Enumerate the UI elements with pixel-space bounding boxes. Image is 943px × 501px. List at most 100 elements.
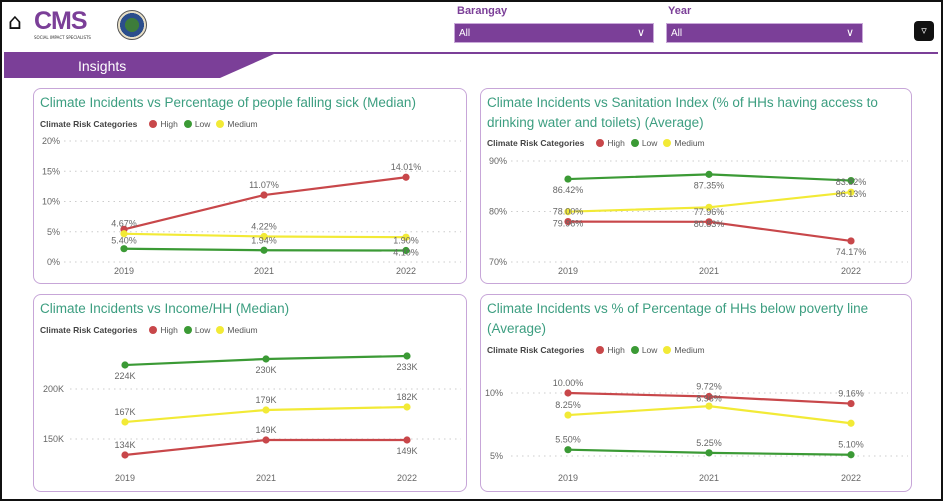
legend-title: Climate Risk Categories	[487, 345, 585, 355]
data-point-medium[interactable]	[403, 403, 411, 411]
data-label: 1.90%	[393, 236, 419, 246]
legend-marker-medium	[216, 326, 225, 334]
chart-panel-poverty: Climate Incidents vs % of Percentage of …	[480, 294, 912, 492]
data-point-low[interactable]	[705, 170, 713, 178]
data-point-medium[interactable]	[564, 208, 572, 216]
legend-marker-high	[596, 139, 605, 147]
legend-marker-medium	[216, 120, 225, 128]
data-point-low[interactable]	[564, 175, 572, 183]
data-point-low[interactable]	[403, 352, 411, 360]
legend-title: Climate Risk Categories	[487, 138, 585, 148]
legend-item-medium[interactable]: Medium	[674, 345, 705, 355]
data-point-medium[interactable]	[564, 411, 572, 419]
data-point-medium[interactable]	[402, 233, 410, 241]
legend-marker-high	[149, 120, 158, 128]
x-tick-label: 2021	[699, 473, 719, 483]
data-point-low[interactable]	[847, 176, 855, 185]
data-point-medium[interactable]	[705, 402, 713, 410]
data-label: 149K	[396, 446, 417, 456]
y-tick-label: 10%	[485, 388, 503, 398]
data-label: 80.83%	[694, 219, 725, 229]
data-label: 179K	[255, 395, 276, 405]
data-label: 4.10%	[393, 248, 419, 258]
data-point-medium[interactable]	[260, 232, 268, 241]
data-label: 86.42%	[553, 185, 584, 195]
data-label: 149K	[255, 425, 276, 435]
data-point-high[interactable]	[705, 218, 713, 226]
barangay-dropdown[interactable]: All ∨	[454, 23, 654, 43]
data-point-medium[interactable]	[121, 418, 129, 426]
legend-item-high[interactable]: High	[607, 138, 625, 148]
legend-item-medium[interactable]: Medium	[227, 325, 258, 335]
data-point-low[interactable]	[402, 246, 410, 255]
y-tick-label: 5%	[47, 227, 60, 237]
data-point-high[interactable]	[262, 436, 270, 444]
legend-item-high[interactable]: High	[607, 345, 625, 355]
data-point-high[interactable]	[260, 191, 268, 199]
year-dropdown[interactable]: All ∨	[666, 23, 863, 43]
chart-legend: Climate Risk Categories High Low Medium	[40, 325, 258, 335]
legend-item-low[interactable]: Low	[641, 345, 658, 355]
chart-legend: Climate Risk Categories High Low Medium	[40, 119, 258, 129]
data-point-low[interactable]	[705, 449, 713, 457]
x-tick-label: 2021	[256, 473, 276, 483]
legend-marker-low	[183, 120, 192, 128]
data-label: 224K	[114, 371, 135, 381]
data-point-high[interactable]	[564, 218, 572, 226]
data-point-low[interactable]	[262, 355, 270, 363]
data-label: 9.72%	[696, 382, 722, 392]
data-point-low[interactable]	[260, 246, 268, 254]
filter-icon[interactable]: ▿	[914, 21, 934, 41]
legend-marker-high	[596, 346, 605, 354]
data-point-medium[interactable]	[120, 230, 128, 238]
data-point-medium[interactable]	[705, 203, 713, 211]
data-point-high[interactable]	[121, 451, 129, 459]
data-point-medium[interactable]	[262, 406, 270, 414]
data-label: 167K	[114, 407, 135, 417]
data-point-high[interactable]	[564, 389, 572, 397]
data-point-high[interactable]	[705, 392, 713, 401]
data-point-low[interactable]	[847, 451, 855, 459]
data-point-low[interactable]	[564, 446, 572, 454]
legend-title: Climate Risk Categories	[40, 325, 138, 335]
data-point-high[interactable]	[402, 173, 410, 181]
data-label: 77.96%	[694, 207, 725, 217]
legend-marker-medium	[663, 346, 672, 354]
data-point-low[interactable]	[121, 361, 129, 369]
x-tick-label: 2021	[254, 266, 274, 276]
legend-marker-medium	[663, 139, 672, 147]
y-tick-label: 15%	[42, 166, 60, 176]
data-point-medium[interactable]	[847, 188, 855, 196]
legend-item-low[interactable]: Low	[194, 325, 211, 335]
data-point-low[interactable]	[120, 245, 128, 253]
data-label: 182K	[396, 392, 417, 402]
legend-marker-low	[630, 346, 639, 354]
data-point-high[interactable]	[403, 436, 411, 444]
barangay-value: All	[459, 28, 471, 39]
y-tick-label: 90%	[489, 156, 507, 166]
data-label: 4.22%	[251, 221, 277, 231]
legend-item-high[interactable]: High	[160, 119, 178, 129]
municipal-seal-logo	[117, 10, 147, 40]
data-point-medium[interactable]	[847, 419, 855, 427]
data-label: 11.07%	[249, 180, 279, 190]
tab-insights-label: Insights	[78, 58, 127, 74]
x-tick-label: 2019	[558, 473, 578, 483]
legend-item-low[interactable]: Low	[194, 119, 211, 129]
legend-item-medium[interactable]: Medium	[227, 119, 258, 129]
tab-insights[interactable]: Insights	[4, 54, 274, 78]
chevron-down-icon: ∨	[845, 27, 854, 39]
legend-item-medium[interactable]: Medium	[674, 138, 705, 148]
data-label: 74.17%	[836, 247, 867, 257]
legend-title: Climate Risk Categories	[40, 119, 138, 129]
home-icon[interactable]: ⌂	[8, 10, 22, 35]
x-tick-label: 2022	[841, 266, 861, 276]
data-label: 83.82%	[836, 177, 867, 187]
legend-item-low[interactable]: Low	[641, 138, 658, 148]
data-label: 5.50%	[555, 435, 581, 445]
data-point-high[interactable]	[847, 237, 855, 245]
y-tick-label: 5%	[490, 451, 503, 461]
legend-item-high[interactable]: High	[160, 325, 178, 335]
legend-marker-high	[149, 326, 158, 334]
data-point-high[interactable]	[847, 399, 855, 408]
